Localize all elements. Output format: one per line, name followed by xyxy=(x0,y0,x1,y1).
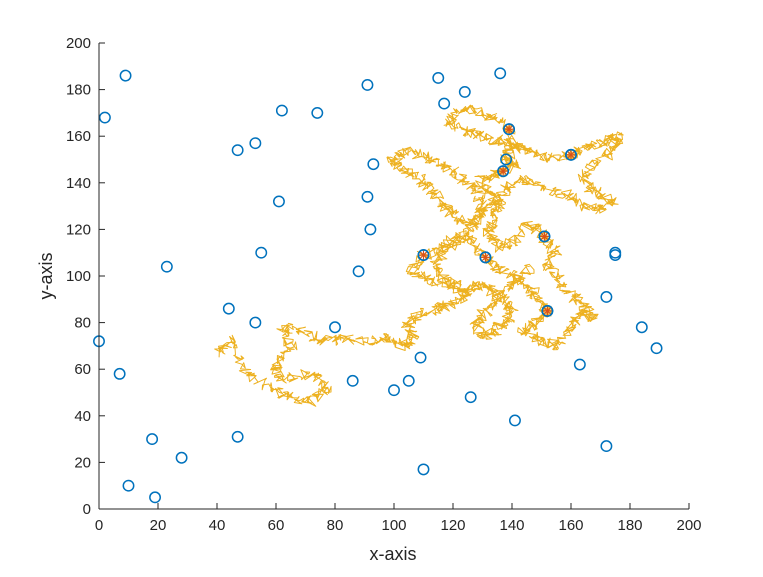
x-tick-label: 0 xyxy=(95,517,103,534)
data-point xyxy=(249,316,262,329)
x-axis-label: x-axis xyxy=(369,544,416,564)
axes: 0 20 40 60 80 100 120 140 160 180 200 0 20 40 60 80 100 1… xyxy=(66,35,702,534)
x-tick-label: 20 xyxy=(150,517,167,534)
data-point xyxy=(438,97,451,110)
data-point xyxy=(98,111,111,124)
data-point xyxy=(119,69,132,82)
x-tick-label: 140 xyxy=(499,517,524,534)
visited-marker xyxy=(541,305,554,317)
data-point xyxy=(458,85,471,98)
visited-marker xyxy=(565,148,577,161)
visited-marker xyxy=(479,251,492,264)
x-tick-label: 200 xyxy=(676,517,701,534)
y-tick-label: 200 xyxy=(66,35,91,52)
data-point xyxy=(432,72,445,84)
data-point xyxy=(609,246,622,259)
data-point xyxy=(329,321,341,334)
y-tick-label: 140 xyxy=(66,175,91,192)
walk-path xyxy=(214,104,624,407)
data-point xyxy=(361,78,374,91)
data-point xyxy=(231,144,244,157)
data-point xyxy=(500,153,513,166)
data-point xyxy=(231,430,244,443)
data-point xyxy=(146,433,159,446)
data-point xyxy=(122,479,135,492)
data-point xyxy=(414,351,427,364)
visited-marker xyxy=(417,249,430,261)
data-point xyxy=(311,106,324,119)
y-tick-label: 40 xyxy=(74,408,91,425)
data-point xyxy=(273,195,285,208)
y-tick-label: 120 xyxy=(66,221,91,238)
x-tick-label: 80 xyxy=(327,517,344,534)
x-tick-label: 100 xyxy=(381,517,406,534)
visited-marker xyxy=(503,123,515,136)
x-tick-label: 40 xyxy=(209,517,226,534)
y-tick-label: 60 xyxy=(74,361,91,378)
y-tick-label: 100 xyxy=(66,268,91,285)
data-point xyxy=(346,374,359,387)
visited-marker xyxy=(538,230,551,243)
path-layer xyxy=(214,104,624,407)
y-tick-label: 160 xyxy=(66,128,91,145)
data-point xyxy=(600,440,613,453)
visited-marker xyxy=(497,165,510,178)
data-point xyxy=(160,260,173,273)
data-point xyxy=(573,358,586,371)
data-point xyxy=(113,367,126,380)
data-point xyxy=(464,391,477,404)
data-point xyxy=(361,190,374,203)
data-point xyxy=(367,158,380,171)
data-point xyxy=(417,463,430,476)
y-tick-label: 80 xyxy=(74,315,91,332)
y-tick-label: 180 xyxy=(66,82,91,99)
data-point xyxy=(275,104,288,117)
data-point xyxy=(494,67,507,80)
data-point xyxy=(222,302,235,315)
visited-layer xyxy=(417,123,577,317)
data-point xyxy=(600,291,613,303)
data-point xyxy=(635,321,648,334)
data-point xyxy=(388,384,400,397)
y-axis-label: y-axis xyxy=(36,252,56,299)
x-tick-label: 60 xyxy=(268,517,285,534)
data-point xyxy=(402,374,415,387)
data-point xyxy=(509,414,521,427)
y-tick-label: 0 xyxy=(83,501,91,518)
data-point xyxy=(249,137,262,150)
data-point xyxy=(175,451,188,464)
data-point xyxy=(352,265,365,278)
data-point xyxy=(149,491,162,504)
data-point xyxy=(255,246,268,259)
data-point xyxy=(364,223,377,236)
x-tick-label: 160 xyxy=(558,517,583,534)
x-tick-label: 120 xyxy=(440,517,465,534)
data-point xyxy=(650,342,663,355)
y-tick-label: 20 xyxy=(74,454,91,471)
x-tick-label: 180 xyxy=(617,517,642,534)
